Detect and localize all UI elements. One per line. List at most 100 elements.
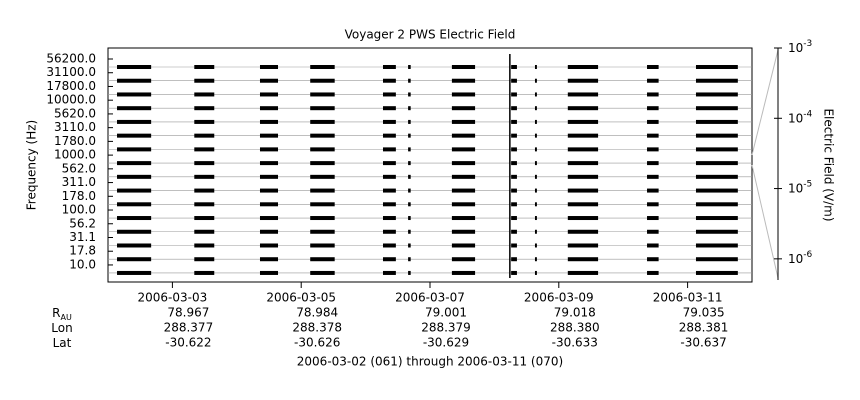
colorbar-link <box>751 164 779 279</box>
data-segment <box>534 78 537 83</box>
data-segment <box>310 133 335 138</box>
data-segment <box>194 229 215 234</box>
ephemeris-value: 288.377 <box>164 321 214 335</box>
y-tick-label: 1780.0 <box>54 134 96 148</box>
ephemeris-name: RAU <box>52 306 72 322</box>
ephemeris-value: -30.629 <box>423 336 469 350</box>
data-segment <box>451 174 476 179</box>
data-segment <box>310 147 335 152</box>
data-segment <box>117 216 152 221</box>
data-segment <box>511 119 517 124</box>
data-segment <box>382 65 396 69</box>
data-segment <box>310 229 335 234</box>
data-segment <box>310 92 335 97</box>
data-segment <box>194 119 215 124</box>
data-segment <box>310 161 335 166</box>
data-segment <box>408 188 411 193</box>
colorbar-link <box>751 49 779 156</box>
data-segment <box>382 188 396 193</box>
data-segment <box>567 243 599 248</box>
y-tick-label: 31100.0 <box>46 65 96 79</box>
data-segment <box>194 202 215 207</box>
data-segment <box>408 229 411 234</box>
ephemeris-name-text: Lat <box>53 336 72 350</box>
ephemeris-value: 79.001 <box>425 306 467 320</box>
data-segment <box>259 216 279 221</box>
data-segment <box>534 147 537 152</box>
data-segment <box>534 270 537 275</box>
data-segment <box>259 202 279 207</box>
y2-tick-label: 10-4 <box>788 109 813 125</box>
data-segment <box>647 147 659 152</box>
data-segment <box>567 270 599 275</box>
y2-tick-exponent: -5 <box>803 179 812 189</box>
x-tick-label: 2006-03-09 <box>524 291 594 305</box>
data-segment <box>382 243 396 248</box>
data-segment <box>647 188 659 193</box>
data-segment <box>408 243 411 248</box>
data-segment <box>695 78 738 83</box>
data-segment <box>382 257 396 262</box>
data-segment <box>695 188 738 193</box>
data-segment <box>695 92 738 97</box>
y-tick-label: 17800.0 <box>46 79 96 93</box>
data-segment <box>567 202 599 207</box>
data-segment <box>117 106 152 111</box>
data-segment <box>534 174 537 179</box>
ephemeris-value: 79.018 <box>554 306 596 320</box>
ephemeris-name: Lon <box>51 321 72 335</box>
ephemeris-name: Lat <box>53 336 72 350</box>
y2-tick-base: 10 <box>788 41 803 55</box>
data-segment <box>534 119 537 124</box>
data-segment <box>567 119 599 124</box>
data-segment <box>194 147 215 152</box>
y-tick-label: 10000.0 <box>46 93 96 107</box>
y2-tick-label: 10-3 <box>788 39 812 55</box>
data-segment <box>567 216 599 221</box>
data-segment <box>382 202 396 207</box>
y-tick-label: 100.0 <box>62 203 96 217</box>
data-segment <box>408 92 411 97</box>
y-tick-label: 1000.0 <box>54 148 96 162</box>
ephemeris-value: 78.984 <box>296 306 338 320</box>
data-segment <box>567 188 599 193</box>
data-segment <box>408 133 411 138</box>
data-segment <box>259 161 279 166</box>
data-segment <box>408 119 411 124</box>
data-segment <box>259 119 279 124</box>
data-segment <box>567 161 599 166</box>
data-segment <box>382 106 396 111</box>
data-segment <box>451 243 476 248</box>
data-segment <box>117 133 152 138</box>
y2-tick-base: 10 <box>788 251 803 265</box>
data-segment <box>382 174 396 179</box>
data-segment <box>647 119 659 124</box>
data-segment <box>511 78 517 83</box>
data-segment <box>117 78 152 83</box>
data-segment <box>310 188 335 193</box>
y2-tick-base: 10 <box>788 111 803 125</box>
y2-tick-base: 10 <box>788 181 803 195</box>
data-segment <box>511 133 517 138</box>
data-segment <box>310 270 335 275</box>
data-segment <box>647 92 659 97</box>
data-segment <box>647 257 659 262</box>
data-segment <box>695 161 738 166</box>
y-axis-label: Frequency (Hz) <box>25 120 39 211</box>
data-segment <box>117 229 152 234</box>
data-segment <box>647 133 659 138</box>
data-segment <box>647 270 659 275</box>
ephemeris-value: 79.035 <box>683 306 725 320</box>
data-segment <box>647 174 659 179</box>
data-segment <box>408 106 411 111</box>
y-tick-label: 31.1 <box>69 230 96 244</box>
x-tick-label: 2006-03-05 <box>266 291 336 305</box>
data-segment <box>259 106 279 111</box>
data-segment <box>194 106 215 111</box>
data-segment <box>259 147 279 152</box>
data-segment <box>567 65 599 69</box>
data-segment <box>117 174 152 179</box>
data-segment <box>310 202 335 207</box>
data-segment <box>534 257 537 262</box>
data-segment <box>511 257 517 262</box>
